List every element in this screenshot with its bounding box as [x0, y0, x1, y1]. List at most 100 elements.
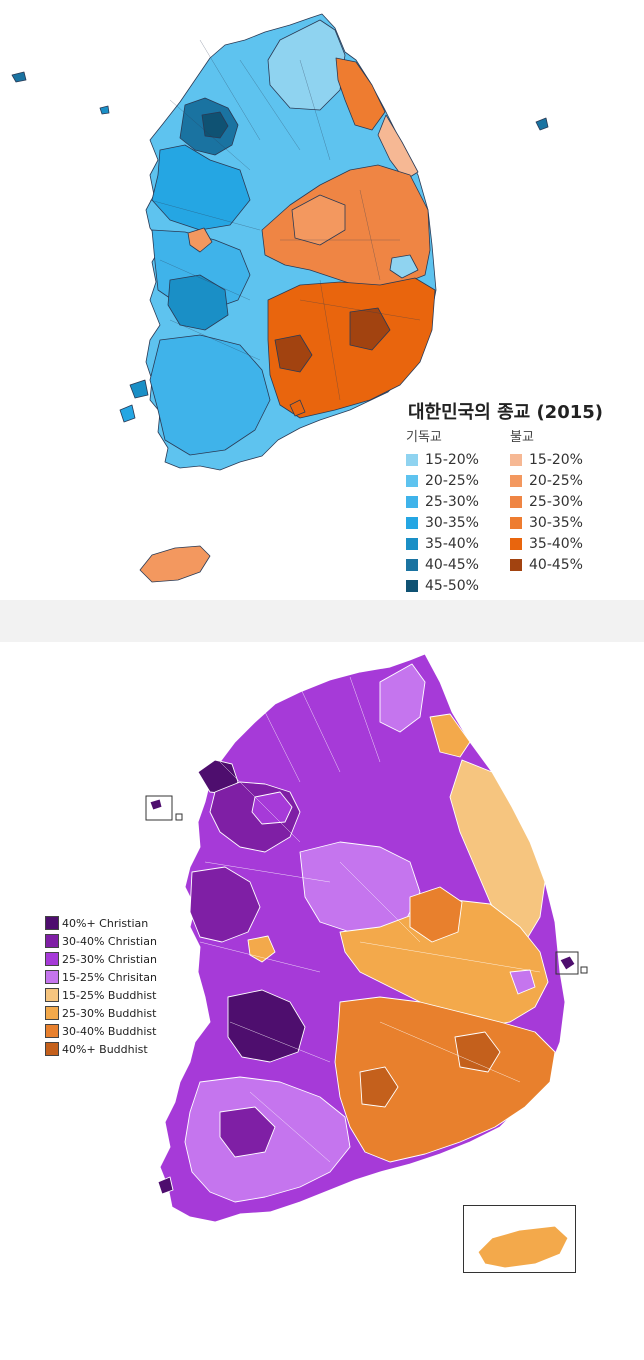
southwest-islet-1: [129, 379, 149, 399]
seoul-core-region: [201, 111, 229, 139]
religion-legend-item: 25-30% Christian: [45, 950, 157, 968]
religion-legend-item: 30-40% Christian: [45, 932, 157, 950]
christian-legend-label: 35-40%: [425, 535, 479, 552]
korea-map-english: [145, 653, 588, 1269]
buddhist-legend-swatch: [510, 537, 522, 550]
gangwon-west-region: [267, 19, 346, 111]
religion-legend-label: 30-40% Buddhist: [62, 1024, 157, 1038]
buddhist-legend-item: 35-40%: [510, 533, 583, 554]
gyeongnam-dark-region-2: [349, 307, 391, 351]
religion-legend-label: 30-40% Christian: [62, 934, 157, 948]
jeju-island: [477, 1225, 569, 1269]
korean-religion-map-panel: 대한민국의 종교 (2015) 기독교 15-20% 20-25% 25-30% 30…: [0, 0, 644, 600]
religion-legend-swatch: [45, 1024, 59, 1038]
religion-legend-swatch: [45, 1006, 59, 1020]
ulleung-inset-marker: [580, 966, 588, 974]
buddhist-legend-swatch: [510, 495, 522, 508]
gyeongnam-dark-2: [454, 1031, 501, 1073]
christian-legend-swatch: [406, 558, 418, 571]
buddhist-legend: 불교 15-20% 20-25% 25-30% 30-35% 35-40% 40-45%: [510, 428, 583, 575]
christian-enclave-east: [389, 254, 419, 279]
religion-legend-swatch: [45, 934, 59, 948]
jeonnam-dark: [219, 1106, 276, 1158]
christian-legend-label: 15-20%: [425, 451, 479, 468]
buddhist-legend-swatch: [510, 474, 522, 487]
buddhist-legend-swatch: [510, 558, 522, 571]
buddhist-legend-item: 25-30%: [510, 491, 583, 512]
korea-map-2015: [11, 13, 549, 583]
religion-legend-label: 15-25% Buddhist: [62, 988, 157, 1002]
southwest-islet: [157, 1176, 174, 1195]
religion-legend-item: 25-30% Buddhist: [45, 1004, 157, 1022]
christian-legend-label: 40-45%: [425, 556, 479, 573]
christian-legend-item: 25-30%: [406, 491, 479, 512]
gyeongnam-region: [267, 277, 436, 419]
english-religion-map-panel: 40%+ Christian 30-40% Christian 25-30% Chr…: [0, 642, 644, 1360]
jeonbuk-dark-region: [167, 274, 229, 331]
gyeongnam-dark-1: [359, 1066, 399, 1108]
isolated-buddhist-west: [187, 227, 213, 253]
buddhist-legend-label: 40-45%: [529, 556, 583, 573]
daegu-light-region: [291, 194, 346, 246]
buddhist-legend-item: 20-25%: [510, 470, 583, 491]
west-island-inset-box: [145, 795, 173, 821]
religion-legend-label: 15-25% Chrisitan: [62, 970, 157, 984]
east-christian-enclave: [509, 969, 536, 995]
ulleung-island: [559, 955, 576, 971]
ulleung-island: [535, 117, 549, 131]
southwest-islet-2: [119, 404, 136, 423]
buddhist-legend-label: 35-40%: [529, 535, 583, 552]
buddhist-legend-label: 30-35%: [529, 514, 583, 531]
west-islet-2: [99, 105, 110, 115]
religion-legend-label: 25-30% Buddhist: [62, 1006, 157, 1020]
christian-legend-swatch: [406, 537, 418, 550]
west-island: [149, 798, 163, 811]
christian-legend-item: 35-40%: [406, 533, 479, 554]
religion-legend-swatch: [45, 988, 59, 1002]
christian-legend-swatch: [406, 516, 418, 529]
northeast-light-region: [379, 663, 426, 733]
buddhist-legend-swatch: [510, 453, 522, 466]
christian-legend-label: 20-25%: [425, 472, 479, 489]
jeonnam-region: [149, 334, 271, 456]
christian-legend: 기독교 15-20% 20-25% 25-30% 30-35% 35-40% 40-45%…: [406, 428, 479, 596]
christian-legend-label: 45-50%: [425, 577, 479, 594]
gangwon-east-region: [335, 57, 386, 131]
christian-legend-item: 15-20%: [406, 449, 479, 470]
christian-legend-swatch: [406, 474, 418, 487]
buddhist-legend-label: 15-20%: [529, 451, 583, 468]
seoul-region: [251, 791, 293, 825]
map-title: 대한민국의 종교 (2015): [408, 402, 604, 423]
religion-legend-item: 40%+ Buddhist: [45, 1040, 157, 1058]
religion-legend-label: 40%+ Buddhist: [62, 1042, 148, 1056]
gyeongbuk-dark: [409, 886, 463, 943]
gyeongnam-dark-region: [274, 334, 313, 373]
christian-legend-swatch: [406, 495, 418, 508]
northeast-buddhist-strip: [429, 713, 471, 758]
religion-legend-swatch: [45, 970, 59, 984]
buddhist-legend-label: 20-25%: [529, 472, 583, 489]
christian-legend-item: 20-25%: [406, 470, 479, 491]
christian-legend-header: 기독교: [406, 430, 442, 445]
christian-legend-swatch: [406, 453, 418, 466]
christian-legend-item: 45-50%: [406, 575, 479, 596]
christian-legend-item: 40-45%: [406, 554, 479, 575]
religion-legend-item: 30-40% Buddhist: [45, 1022, 157, 1040]
jeonbuk-darkest: [227, 989, 306, 1063]
buddhist-legend-swatch: [510, 516, 522, 529]
religion-legend-label: 40%+ Christian: [62, 916, 149, 930]
religion-legend-label: 25-30% Christian: [62, 952, 157, 966]
religion-legend-item: 15-25% Buddhist: [45, 986, 157, 1004]
panel-separator: [0, 600, 644, 642]
west-islet-1: [11, 71, 27, 83]
south-islet-buddhist: [289, 399, 306, 417]
gyeongbuk-region: [261, 164, 431, 291]
christian-legend-swatch: [406, 579, 418, 592]
christian-legend-label: 30-35%: [425, 514, 479, 531]
west-christian-dark: [189, 866, 261, 943]
buddhist-legend-item: 30-35%: [510, 512, 583, 533]
jeju-island: [139, 545, 211, 583]
christian-legend-label: 25-30%: [425, 493, 479, 510]
buddhist-legend-header: 불교: [510, 430, 534, 445]
ulleung-inset-box: [555, 951, 579, 975]
